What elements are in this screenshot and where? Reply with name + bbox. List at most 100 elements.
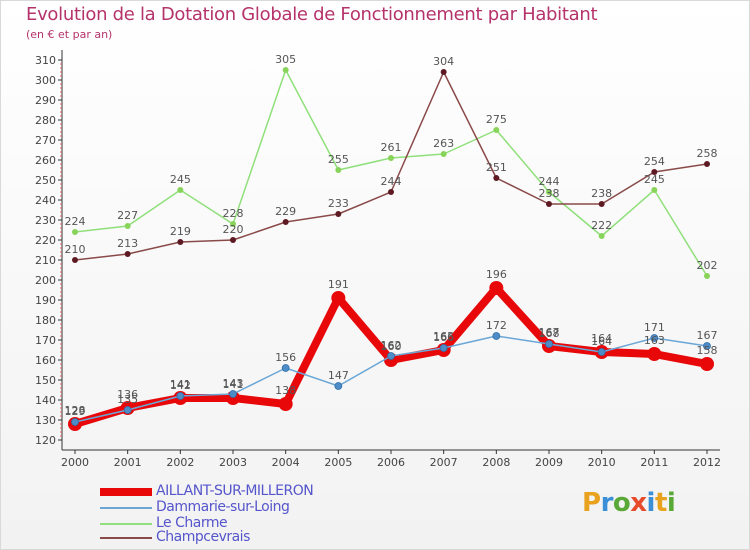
data-label-aillant-sur-milleron: 138 xyxy=(275,384,296,397)
data-label-champcevrais: 258 xyxy=(697,147,718,160)
legend: AILLANT-SUR-MILLERON Dammarie-sur-Loing … xyxy=(100,484,340,546)
data-point-champcevrais xyxy=(282,219,289,225)
data-point-le-charme xyxy=(230,221,236,227)
y-tick-label: 140 xyxy=(35,394,56,407)
data-label-dammarie-sur-loing: 172 xyxy=(486,319,507,332)
data-label-aillant-sur-milleron: 136 xyxy=(117,388,138,401)
data-point-champcevrais xyxy=(440,69,447,75)
data-point-dammarie-sur-loing xyxy=(650,334,659,342)
data-label-dammarie-sur-loing: 129 xyxy=(65,405,86,418)
data-point-dammarie-sur-loing xyxy=(123,406,132,414)
data-label-dammarie-sur-loing: 164 xyxy=(591,335,612,348)
data-point-le-charme xyxy=(598,233,605,239)
y-tick-label: 220 xyxy=(35,234,56,247)
data-point-dammarie-sur-loing xyxy=(176,392,185,400)
data-label-dammarie-sur-loing: 171 xyxy=(644,321,665,334)
data-point-dammarie-sur-loing xyxy=(334,382,343,390)
y-tick-label: 300 xyxy=(35,74,56,87)
y-tick-label: 200 xyxy=(35,274,56,287)
logo-letter: t xyxy=(654,488,667,518)
x-tick-label: 2002 xyxy=(166,456,194,469)
x-tick-label: 2000 xyxy=(61,456,89,469)
data-label-champcevrais: 233 xyxy=(328,197,349,210)
proxiti-logo: Proxiti xyxy=(582,488,676,518)
legend-label-champcevrais: Champcevrais xyxy=(156,529,250,545)
legend-swatch-le-charme xyxy=(100,523,152,525)
data-point-le-charme xyxy=(124,223,131,229)
data-label-aillant-sur-milleron: 196 xyxy=(486,268,507,281)
data-point-le-charme xyxy=(493,127,500,133)
x-tick-label: 2004 xyxy=(272,456,300,469)
x-tick-label: 2006 xyxy=(377,456,405,469)
data-label-dammarie-sur-loing: 135 xyxy=(117,393,138,406)
data-point-champcevrais xyxy=(124,251,131,257)
data-point-le-charme xyxy=(335,167,342,173)
data-label-le-charme: 261 xyxy=(381,141,402,154)
x-tick-label: 2007 xyxy=(430,456,458,469)
legend-swatch-aillant xyxy=(100,488,152,496)
data-point-dammarie-sur-loing xyxy=(71,418,79,426)
data-label-aillant-sur-milleron: 158 xyxy=(697,344,718,357)
logo-letter: r xyxy=(600,488,614,518)
series-layer xyxy=(68,67,714,431)
data-label-champcevrais: 244 xyxy=(381,175,402,188)
data-label-dammarie-sur-loing: 147 xyxy=(328,369,349,382)
data-label-le-charme: 224 xyxy=(65,215,86,228)
y-tick-label: 160 xyxy=(35,354,56,367)
data-label-dammarie-sur-loing: 156 xyxy=(275,351,296,364)
x-tick-label: 2003 xyxy=(219,456,247,469)
data-label-aillant-sur-milleron: 160 xyxy=(381,340,402,353)
legend-label-dammarie: Dammarie-sur-Loing xyxy=(156,499,290,515)
data-point-dammarie-sur-loing xyxy=(387,352,395,360)
y-tick-label: 310 xyxy=(35,54,56,67)
data-point-le-charme xyxy=(546,189,552,195)
data-label-le-charme: 222 xyxy=(591,219,612,232)
chart-title: Evolution de la Dotation Globale de Fonc… xyxy=(26,4,598,25)
y-tick-label: 270 xyxy=(35,134,56,147)
data-point-champcevrais xyxy=(335,211,342,217)
data-label-le-charme: 275 xyxy=(486,113,507,126)
data-label-champcevrais: 229 xyxy=(275,205,296,218)
y-tick-label: 190 xyxy=(35,294,56,307)
data-label-champcevrais: 213 xyxy=(117,237,138,250)
data-label-champcevrais: 219 xyxy=(170,225,191,238)
data-label-dammarie-sur-loing: 162 xyxy=(381,339,402,352)
data-label-dammarie-sur-loing: 166 xyxy=(433,331,454,344)
data-label-le-charme: 255 xyxy=(328,153,349,166)
data-point-le-charme xyxy=(177,187,184,193)
data-point-champcevrais xyxy=(177,239,184,245)
data-label-champcevrais: 304 xyxy=(433,55,454,68)
data-point-champcevrais xyxy=(230,237,236,243)
data-label-aillant-sur-milleron: 128 xyxy=(65,404,86,417)
data-point-champcevrais xyxy=(704,161,710,167)
legend-swatch-dammarie xyxy=(100,507,152,509)
y-tick-label: 290 xyxy=(35,94,56,107)
data-point-dammarie-sur-loing xyxy=(439,344,448,352)
y-tick-label: 120 xyxy=(35,434,56,447)
y-tick-label: 250 xyxy=(35,174,56,187)
data-point-dammarie-sur-loing xyxy=(492,332,501,340)
data-point-aillant-sur-milleron xyxy=(647,347,662,361)
data-point-le-charme xyxy=(651,187,658,193)
data-point-le-charme xyxy=(388,155,394,161)
x-tick-label: 2005 xyxy=(324,456,352,469)
data-label-aillant-sur-milleron: 167 xyxy=(539,326,560,339)
data-label-le-charme: 202 xyxy=(697,259,718,272)
x-tick-label: 2011 xyxy=(640,456,668,469)
y-tick-label: 130 xyxy=(35,414,56,427)
data-label-aillant-sur-milleron: 141 xyxy=(170,378,191,391)
data-point-dammarie-sur-loing xyxy=(229,390,237,398)
y-tick-label: 170 xyxy=(35,334,56,347)
data-label-le-charme: 305 xyxy=(275,53,296,66)
data-point-aillant-sur-milleron xyxy=(700,357,714,371)
data-labels-layer: 128 136 141 141 138 191 160 165 196 167 164 163 158 1… xyxy=(65,53,718,418)
logo-letter: i xyxy=(646,488,656,518)
data-label-dammarie-sur-loing: 168 xyxy=(539,327,560,340)
data-label-dammarie-sur-loing: 142 xyxy=(170,379,191,392)
data-label-le-charme: 263 xyxy=(433,137,454,150)
logo-letter: P xyxy=(582,488,601,518)
data-label-le-charme: 244 xyxy=(539,175,560,188)
data-label-champcevrais: 238 xyxy=(539,187,560,200)
